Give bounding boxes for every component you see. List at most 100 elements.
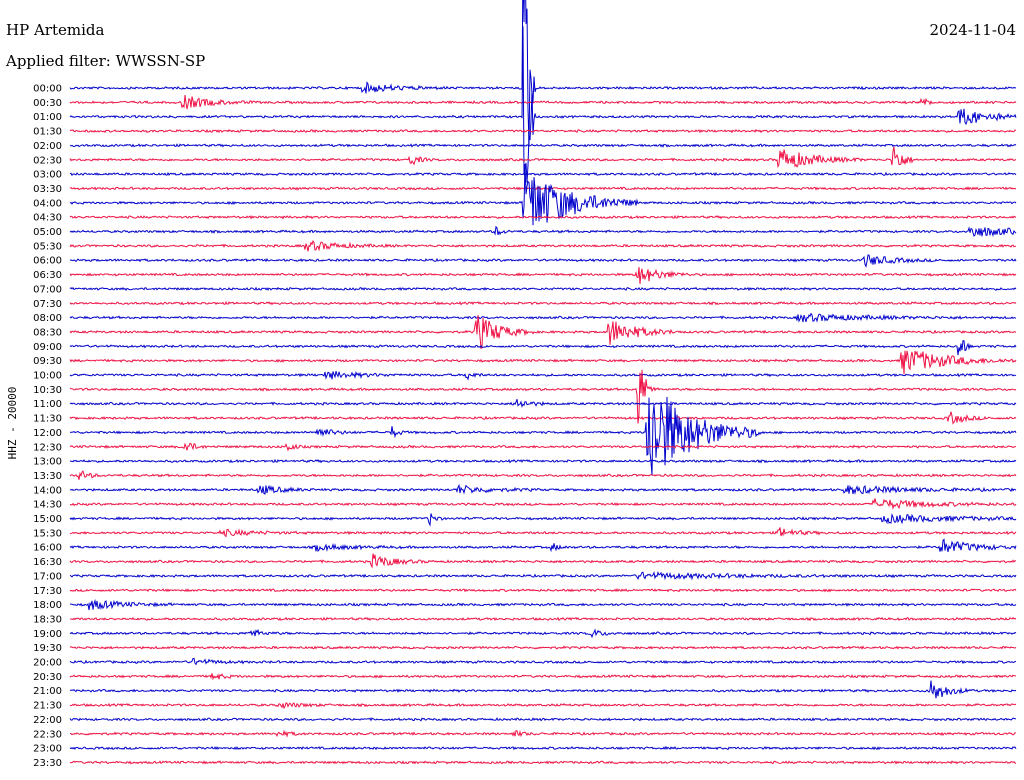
time-tick-label: 10:30 bbox=[33, 385, 62, 396]
trace-0000 bbox=[69, 0, 1017, 147]
time-tick-label: 14:30 bbox=[33, 500, 62, 511]
trace-2300 bbox=[69, 745, 1017, 751]
time-tick-label: 00:30 bbox=[33, 98, 62, 109]
time-tick-label: 16:30 bbox=[33, 557, 62, 568]
trace-1700 bbox=[69, 570, 1017, 581]
trace-1100 bbox=[69, 399, 1017, 408]
time-tick-label: 06:30 bbox=[33, 270, 62, 281]
time-tick-label: 21:30 bbox=[33, 701, 62, 712]
trace-1830 bbox=[69, 616, 1017, 622]
time-tick-label: 23:00 bbox=[33, 744, 62, 755]
time-tick-label: 21:00 bbox=[33, 686, 62, 697]
trace-0700 bbox=[69, 286, 1017, 292]
trace-1200 bbox=[69, 396, 1017, 476]
time-tick-label: 09:00 bbox=[33, 342, 62, 353]
time-tick-label: 12:00 bbox=[33, 428, 62, 439]
trace-0500 bbox=[69, 225, 1017, 238]
time-tick-label: 11:00 bbox=[33, 399, 62, 410]
time-tick-label: 15:00 bbox=[33, 514, 62, 525]
date-label: 2024-11-04 bbox=[929, 21, 1016, 39]
trace-1530 bbox=[69, 527, 1017, 538]
time-tick-label: 18:00 bbox=[33, 600, 62, 611]
trace-2100 bbox=[69, 680, 1017, 699]
trace-0300 bbox=[69, 171, 1017, 177]
time-tick-label: 20:00 bbox=[33, 658, 62, 669]
time-tick-label: 01:30 bbox=[33, 127, 62, 138]
trace-1930 bbox=[69, 645, 1017, 650]
time-tick-label: 17:00 bbox=[33, 571, 62, 582]
trace-2200 bbox=[69, 717, 1017, 722]
trace-1000 bbox=[69, 370, 1017, 381]
trace-0630 bbox=[69, 267, 1017, 284]
trace-1630 bbox=[69, 553, 1017, 569]
trace-2030 bbox=[69, 673, 1017, 681]
trace-2130 bbox=[69, 702, 1017, 710]
time-tick-label: 22:30 bbox=[33, 729, 62, 740]
trace-1400 bbox=[70, 483, 1017, 495]
time-tick-label: 02:30 bbox=[33, 155, 62, 166]
trace-2230 bbox=[70, 729, 1017, 738]
time-tick-label: 04:30 bbox=[33, 213, 62, 224]
time-tick-label: 19:30 bbox=[33, 643, 62, 654]
trace-1230 bbox=[69, 442, 1017, 452]
trace-0230 bbox=[69, 146, 1017, 169]
time-tick-label: 07:30 bbox=[33, 299, 62, 310]
time-tick-label: 04:00 bbox=[33, 198, 62, 209]
time-tick-label: 02:00 bbox=[33, 141, 62, 152]
trace-0530 bbox=[69, 240, 1017, 252]
trace-1430 bbox=[69, 498, 1017, 511]
time-tick-label: 10:00 bbox=[33, 371, 62, 382]
time-tick-label: 05:00 bbox=[33, 227, 62, 238]
time-ticks: 00:00 00:30 01:00 01:30 02:00 02:30 03:00 03:30… bbox=[33, 84, 62, 769]
seismic-traces bbox=[69, 0, 1017, 765]
trace-0400 bbox=[69, 163, 1017, 226]
trace-0830 bbox=[69, 315, 1017, 350]
trace-0030 bbox=[69, 95, 1017, 110]
time-tick-label: 13:00 bbox=[33, 457, 62, 468]
trace-0330 bbox=[69, 186, 1017, 191]
trace-1600 bbox=[69, 538, 1017, 553]
trace-1330 bbox=[69, 470, 1017, 480]
trace-1900 bbox=[69, 628, 1017, 639]
time-tick-label: 09:30 bbox=[33, 356, 62, 367]
trace-0100 bbox=[69, 26, 1017, 183]
trace-1030 bbox=[69, 369, 1017, 424]
time-tick-label: 19:00 bbox=[33, 629, 62, 640]
time-tick-label: 15:30 bbox=[33, 528, 62, 539]
trace-0430 bbox=[69, 214, 1017, 220]
time-tick-label: 22:00 bbox=[33, 715, 62, 726]
time-tick-label: 00:00 bbox=[33, 84, 62, 95]
trace-1730 bbox=[69, 587, 1017, 593]
time-tick-label: 14:00 bbox=[33, 485, 62, 496]
time-tick-label: 03:00 bbox=[33, 170, 62, 181]
time-tick-label: 13:30 bbox=[33, 471, 62, 482]
time-tick-label: 01:00 bbox=[33, 112, 62, 123]
time-tick-label: 03:30 bbox=[33, 184, 62, 195]
trace-0130 bbox=[69, 128, 1016, 134]
trace-1500 bbox=[69, 512, 1017, 527]
trace-1130 bbox=[69, 411, 1017, 425]
station-title: HP Artemida bbox=[6, 21, 105, 39]
time-tick-label: 07:00 bbox=[33, 284, 62, 295]
trace-1800 bbox=[69, 598, 1017, 611]
time-tick-label: 20:30 bbox=[33, 672, 62, 683]
time-tick-label: 16:00 bbox=[33, 543, 62, 554]
trace-0900 bbox=[69, 340, 1017, 356]
time-tick-label: 08:30 bbox=[33, 327, 62, 338]
trace-0200 bbox=[69, 143, 1017, 148]
time-tick-label: 23:30 bbox=[33, 758, 62, 769]
trace-2000 bbox=[69, 657, 1017, 666]
trace-0930 bbox=[69, 350, 1017, 375]
y-axis-label: HHZ - 20000 bbox=[6, 387, 19, 460]
trace-1300 bbox=[69, 458, 1017, 464]
time-tick-label: 12:30 bbox=[33, 442, 62, 453]
time-tick-label: 17:30 bbox=[33, 586, 62, 597]
time-tick-label: 18:30 bbox=[33, 614, 62, 625]
time-tick-label: 06:00 bbox=[33, 256, 62, 267]
trace-0730 bbox=[69, 301, 1017, 306]
time-tick-label: 08:00 bbox=[33, 313, 62, 324]
trace-0600 bbox=[69, 254, 1017, 268]
filter-label: Applied filter: WWSSN-SP bbox=[6, 52, 206, 70]
time-tick-label: 05:30 bbox=[33, 241, 62, 252]
